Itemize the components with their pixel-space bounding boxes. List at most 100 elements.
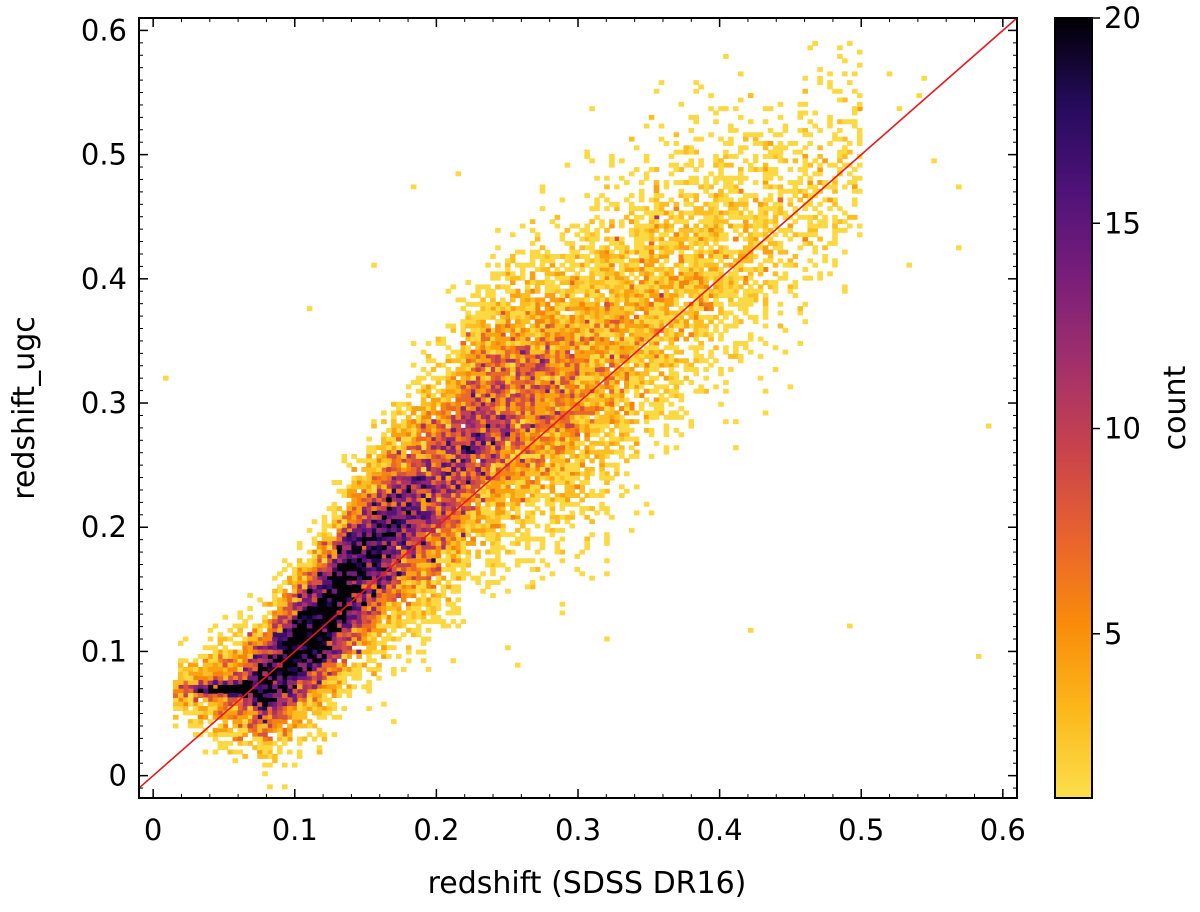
histogram-bin: [371, 666, 377, 672]
histogram-bin: [733, 345, 739, 351]
histogram-bin: [668, 249, 675, 255]
histogram-bin: [296, 658, 303, 664]
histogram-bin: [524, 353, 531, 359]
histogram-bin: [435, 362, 442, 368]
histogram-bin: [485, 506, 491, 512]
histogram-bin: [747, 258, 754, 264]
histogram-bin: [519, 475, 526, 481]
histogram-bin: [604, 410, 610, 416]
histogram-bin: [599, 353, 605, 359]
histogram-bin: [619, 319, 625, 325]
histogram-bin: [410, 423, 417, 429]
histogram-bin: [410, 497, 417, 503]
histogram-bin: [619, 345, 625, 351]
histogram-bin: [643, 410, 650, 416]
histogram-bin: [257, 693, 263, 698]
histogram-bin: [579, 297, 585, 303]
histogram-bin: [450, 458, 457, 464]
histogram-bin: [529, 453, 536, 459]
histogram-bin: [435, 566, 442, 572]
histogram-bin: [341, 623, 348, 629]
histogram-bin: [544, 380, 551, 386]
histogram-bin: [747, 236, 754, 242]
histogram-bin: [514, 462, 521, 468]
histogram-bin: [351, 593, 357, 599]
histogram-bin: [703, 301, 709, 307]
histogram-bin: [361, 488, 367, 494]
histogram-bin: [410, 514, 417, 520]
histogram-bin: [549, 475, 556, 481]
histogram-bin: [291, 662, 298, 668]
histogram-bin: [262, 671, 268, 677]
histogram-bin: [291, 593, 298, 599]
histogram-bin: [589, 410, 595, 416]
histogram-bin: [648, 219, 655, 225]
histogram-bin: [470, 397, 476, 403]
histogram-bin: [624, 384, 630, 390]
histogram-bin: [619, 219, 625, 225]
histogram-bin: [549, 314, 556, 320]
histogram-bin: [589, 371, 595, 377]
histogram-bin: [450, 514, 457, 520]
histogram-bin: [475, 553, 481, 559]
histogram-bin: [539, 453, 546, 459]
histogram-bin: [638, 358, 645, 364]
histogram-bin: [747, 93, 754, 99]
histogram-bin: [574, 275, 581, 281]
histogram-bin: [282, 671, 288, 677]
histogram-bin: [282, 701, 288, 707]
histogram-bin: [589, 423, 595, 429]
histogram-bin: [351, 588, 357, 594]
histogram-bin: [554, 380, 561, 386]
histogram-bin: [529, 258, 536, 264]
histogram-bin: [698, 284, 704, 290]
histogram-bin: [405, 536, 412, 542]
histogram-bin: [490, 310, 496, 316]
histogram-bin: [495, 310, 501, 316]
histogram-bin: [445, 540, 452, 546]
histogram-bin: [207, 688, 214, 694]
histogram-bin: [762, 140, 769, 146]
histogram-bin: [594, 380, 600, 386]
histogram-bin: [574, 471, 581, 477]
histogram-bin: [519, 406, 526, 412]
histogram-bin: [396, 527, 402, 533]
histogram-bin: [336, 666, 343, 672]
histogram-bin: [485, 471, 491, 477]
histogram-bin: [614, 288, 620, 294]
histogram-bin: [450, 523, 457, 529]
histogram-bin: [192, 701, 199, 707]
histogram-bin: [272, 623, 278, 629]
histogram-bin: [519, 297, 526, 303]
histogram-bin: [381, 558, 387, 564]
histogram-bin: [703, 6, 709, 11]
histogram-bin: [614, 314, 620, 320]
histogram-bin: [217, 706, 224, 712]
histogram-bin: [286, 593, 293, 599]
histogram-bin: [529, 458, 536, 464]
histogram-bin: [207, 675, 214, 681]
histogram-bin: [386, 536, 392, 542]
histogram-bin: [569, 423, 576, 429]
histogram-bin: [619, 297, 625, 303]
histogram-bin: [435, 545, 442, 551]
histogram-bin: [599, 271, 605, 277]
histogram-bin: [341, 662, 348, 668]
histogram-bin: [420, 558, 427, 564]
histogram-bin: [579, 471, 585, 477]
histogram-bin: [480, 588, 486, 594]
histogram-bin: [594, 258, 600, 264]
histogram-bin: [430, 449, 437, 455]
histogram-bin: [505, 566, 511, 572]
histogram-bin: [519, 466, 526, 472]
histogram-bin: [638, 214, 645, 220]
histogram-bin: [222, 662, 229, 668]
histogram-bin: [594, 375, 600, 381]
histogram-bin: [569, 471, 576, 477]
histogram-bin: [346, 610, 353, 616]
histogram-bin: [301, 736, 308, 742]
histogram-bin: [638, 323, 645, 329]
histogram-bin: [351, 527, 357, 533]
histogram-bin: [485, 532, 491, 538]
histogram-bin: [604, 336, 610, 342]
